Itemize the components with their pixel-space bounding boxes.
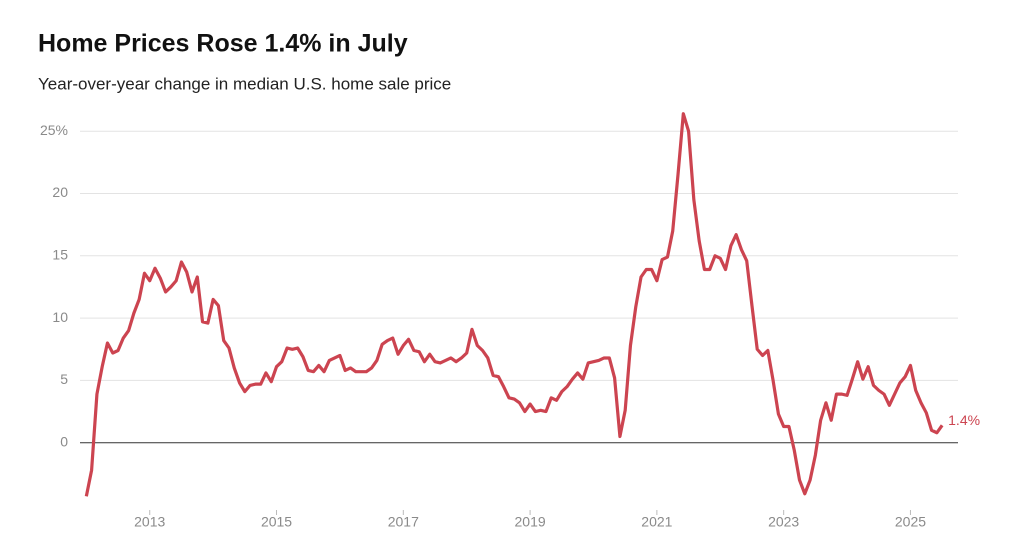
y-tick-label: 10 — [52, 309, 68, 325]
chart-subtitle: Year-over-year change in median U.S. hom… — [38, 74, 451, 93]
y-tick-label: 20 — [52, 184, 68, 200]
y-tick-label: 15 — [52, 247, 68, 263]
y-tick-label: 0 — [60, 433, 68, 449]
x-tick-label: 2025 — [895, 514, 926, 530]
x-tick-label: 2017 — [388, 514, 419, 530]
chart-title: Home Prices Rose 1.4% in July — [38, 30, 408, 58]
end-label: 1.4% — [948, 412, 980, 428]
x-tick-label: 2015 — [261, 514, 292, 530]
y-tick-label: 5 — [60, 371, 68, 387]
line — [84, 112, 944, 497]
x-tick-label: 2013 — [134, 514, 165, 530]
x-tick-label: 2021 — [641, 514, 672, 530]
x-tick-label: 2023 — [768, 514, 799, 530]
y-tick-label: 25% — [40, 122, 68, 138]
x-tick-label: 2019 — [515, 514, 546, 530]
